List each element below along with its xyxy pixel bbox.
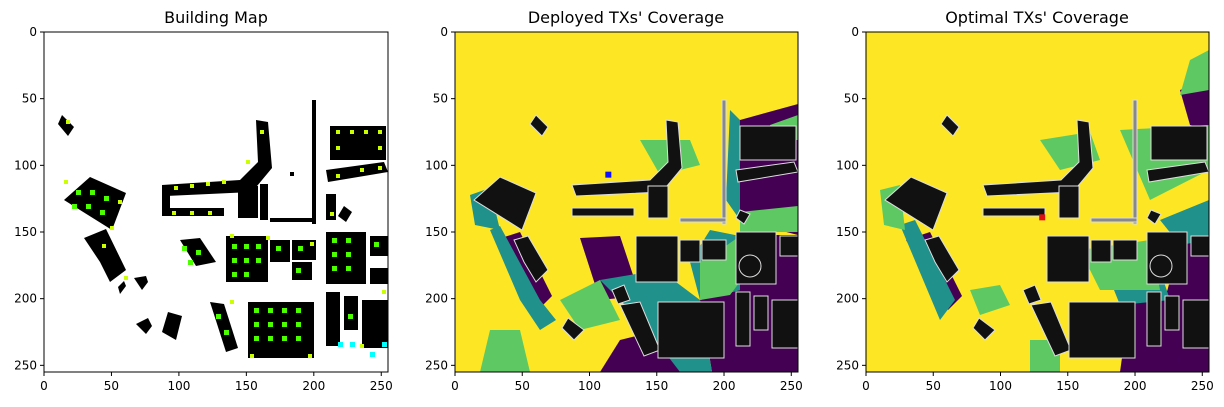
axes-frame — [454, 31, 799, 373]
y-tick-label: 100 — [14, 158, 37, 172]
y-tick-label: 200 — [836, 292, 859, 306]
building — [312, 100, 316, 224]
building — [292, 262, 312, 280]
y-tick-label: 250 — [425, 358, 448, 372]
x-tick-label: 150 — [645, 379, 668, 393]
building — [84, 229, 126, 282]
x-tick-label: 0 — [862, 379, 870, 393]
y-tick-label: 150 — [836, 225, 859, 239]
y-tick-label: 50 — [844, 92, 859, 106]
x-tick-label: 100 — [578, 379, 601, 393]
buildings — [473, 99, 798, 359]
x-tick-label: 250 — [780, 379, 803, 393]
sample-dot-cyan — [338, 342, 343, 347]
y-ticks: 0 50 100 150 200 250 — [425, 25, 455, 372]
x-tick-label: 150 — [1056, 379, 1079, 393]
building — [238, 186, 258, 218]
building — [162, 185, 170, 215]
building — [260, 184, 268, 220]
y-tick-label: 250 — [836, 358, 859, 372]
x-tick-label: 50 — [515, 379, 530, 393]
y-tick-label: 50 — [433, 92, 448, 106]
building — [326, 162, 388, 182]
x-tick-label: 200 — [1124, 379, 1147, 393]
sample-dots-edge — [64, 120, 386, 358]
x-tick-label: 100 — [989, 379, 1012, 393]
heatmap-image — [455, 32, 798, 372]
x-ticks: 0 50 100 150 200 250 — [862, 372, 1214, 393]
y-tick-label: 50 — [22, 92, 37, 106]
y-tick-label: 0 — [851, 25, 859, 39]
building — [162, 312, 182, 340]
buildings — [884, 99, 1209, 359]
y-tick-label: 0 — [29, 25, 37, 39]
panel-building-map: Building Map — [14, 8, 393, 393]
sample-dot-cyan — [350, 342, 355, 347]
y-tick-label: 250 — [14, 358, 37, 372]
heatmap-image — [44, 32, 388, 372]
building — [58, 115, 74, 136]
x-tick-label: 50 — [104, 379, 119, 393]
panel-deployed-coverage: Deployed TXs' Coverage — [425, 8, 803, 393]
tx-marker — [605, 171, 612, 178]
building — [362, 300, 388, 348]
building — [134, 276, 148, 290]
building — [344, 296, 358, 330]
heatmap-image — [866, 32, 1209, 372]
building — [290, 172, 294, 176]
y-tick-label: 100 — [836, 158, 859, 172]
y-tick-label: 200 — [425, 292, 448, 306]
sample-dot-cyan — [382, 342, 387, 347]
y-tick-label: 100 — [425, 158, 448, 172]
axes-frame — [43, 31, 389, 373]
y-tick-label: 150 — [425, 225, 448, 239]
x-tick-label: 200 — [302, 379, 325, 393]
y-ticks: 0 50 100 150 200 250 — [836, 25, 866, 372]
panel-title: Building Map — [164, 8, 268, 27]
x-tick-label: 200 — [713, 379, 736, 393]
x-tick-label: 150 — [235, 379, 258, 393]
sample-dot-cyan — [370, 352, 375, 357]
y-tick-label: 0 — [440, 25, 448, 39]
building — [270, 218, 316, 222]
building — [136, 318, 152, 334]
axes-frame — [865, 31, 1210, 373]
panel-optimal-coverage: Optimal TXs' Coverage — [836, 8, 1214, 393]
building — [338, 206, 352, 222]
y-tick-label: 150 — [14, 225, 37, 239]
x-tick-label: 0 — [40, 379, 48, 393]
y-tick-label: 200 — [14, 292, 37, 306]
building — [118, 281, 126, 294]
x-tick-label: 250 — [370, 379, 393, 393]
x-tick-label: 50 — [926, 379, 941, 393]
y-ticks: 0 50 100 150 200 250 — [14, 25, 44, 372]
x-tick-label: 100 — [167, 379, 190, 393]
panel-title: Deployed TXs' Coverage — [528, 8, 724, 27]
x-tick-label: 0 — [451, 379, 459, 393]
building — [370, 268, 388, 284]
sample-dots — [72, 190, 379, 341]
x-ticks: 0 50 100 150 200 250 — [40, 372, 393, 393]
tx-marker — [1039, 214, 1046, 221]
building — [162, 120, 272, 196]
x-ticks: 0 50 100 150 200 250 — [451, 372, 803, 393]
panel-title: Optimal TXs' Coverage — [945, 8, 1129, 27]
building — [326, 194, 336, 220]
x-tick-label: 250 — [1191, 379, 1214, 393]
building — [326, 292, 340, 346]
